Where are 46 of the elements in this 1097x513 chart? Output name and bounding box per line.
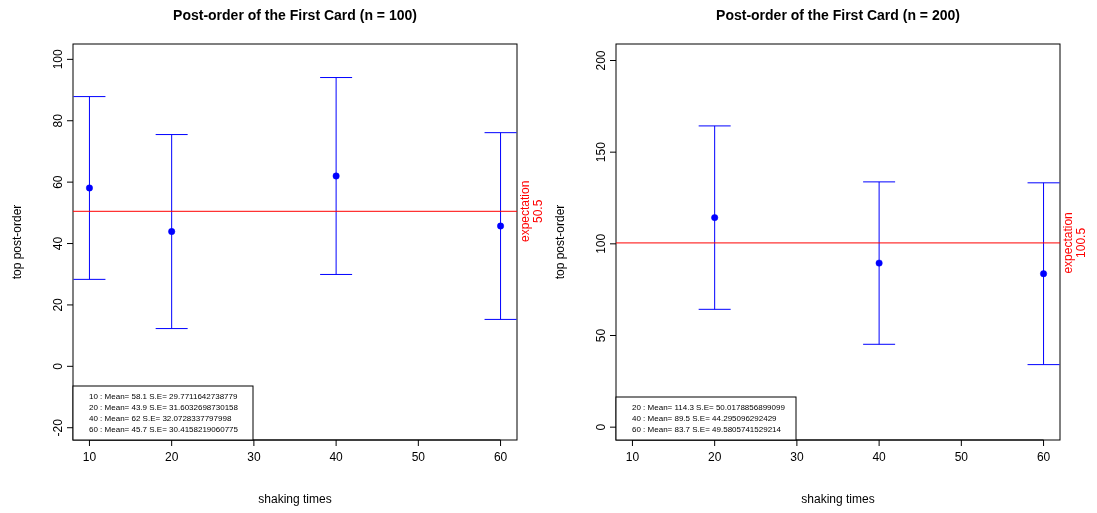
annotation: 40 : Mean= 89.5 S.E= 44.295096292429 [632,414,778,423]
y-tick-label: 0 [51,362,65,370]
x-tick-label: 60 [493,450,508,464]
point [168,228,176,236]
chart-title: Post-order of the First Card (n = 100) [173,7,417,23]
point [497,222,505,230]
y-tick-label: -20 [51,418,65,437]
x-tick-label: 10 [625,450,640,464]
y-tick-label: 50 [594,328,608,343]
x-tick-label: 40 [329,450,344,464]
annotation: 60 : Mean= 83.7 S.E= 49.5805741529214 [632,425,782,434]
x-tick-label: 30 [790,450,804,464]
y-tick-label: 60 [51,175,65,189]
y-tick-label: 100 [51,49,65,70]
annotation: 60 : Mean= 45.7 S.E= 30.4158219060775 [89,425,239,434]
y-axis-title: top post-order [553,204,567,280]
x-tick-label: 30 [247,450,261,464]
x-tick-label: 10 [82,450,97,464]
y-tick-label: 0 [594,423,608,431]
point [85,184,93,192]
annotation: 40 : Mean= 62 S.E= 32.0728337797998 [89,414,232,423]
x-tick-label: 50 [954,450,969,464]
point [875,259,883,267]
y-tick-label: 150 [594,141,608,163]
chart-title: Post-order of the First Card (n = 200) [716,7,960,23]
ref-line-label: expectation 100.5 [1061,212,1088,274]
x-axis-title: shaking times [801,492,875,506]
annotation: 20 : Mean= 114.3 S.E= 50.0178856899099 [632,403,786,412]
x-tick-label: 20 [164,450,179,464]
y-tick-label: 20 [51,297,65,312]
annotation: 10 : Mean= 58.1 S.E= 29.7711642738779 [89,392,238,401]
x-tick-label: 60 [1036,450,1051,464]
annotation: 20 : Mean= 43.9 S.E= 31.6032698730158 [89,403,239,412]
y-tick-label: 80 [51,113,65,128]
x-tick-label: 20 [707,450,722,464]
y-tick-label: 100 [594,233,608,254]
x-tick-label: 50 [411,450,426,464]
x-axis-title: shaking times [258,492,332,506]
point [711,214,719,222]
y-tick-label: 200 [594,50,608,71]
y-axis-title: top post-order [10,204,24,280]
y-tick-label: 40 [51,236,65,251]
point [332,172,340,180]
ref-line-label: expectation 50.5 [518,180,545,242]
x-tick-label: 40 [872,450,887,464]
point [1040,270,1048,278]
